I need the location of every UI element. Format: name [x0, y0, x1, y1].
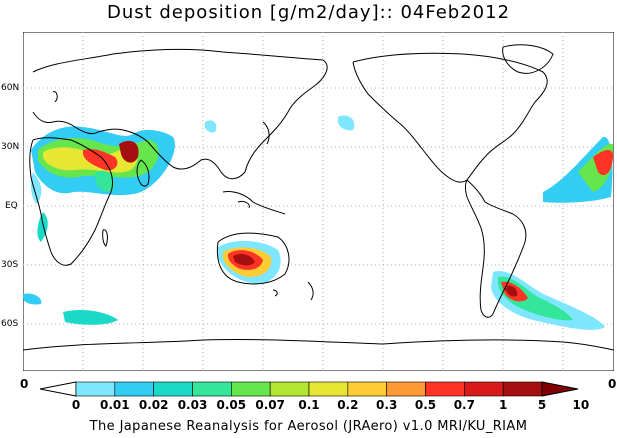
colorbar-cell-11	[464, 381, 504, 397]
lat-label-60s-text: 60S	[1, 319, 19, 329]
colorbar-cell-4	[192, 381, 232, 397]
colorbar-tick-label: 10	[572, 398, 589, 412]
colorbar-tick-label: 0.2	[337, 398, 358, 412]
footer-credit: The Japanese Reanalysis for Aerosol (JRA…	[89, 419, 528, 434]
colorbar: 0 0.01 0.02 0.03 0.05 0.07 0.1 0.2 0.3 0.5 0.7 1 5 10…	[20, 377, 616, 412]
lat-label-eq-text: EQ	[5, 201, 18, 211]
colorbar-tick-label: 5	[538, 398, 546, 412]
coastlines	[23, 44, 614, 351]
colorbar-tick-label: 0.02	[139, 398, 169, 412]
colorbar-tick-label: 0	[72, 398, 80, 412]
lat-label-30n-text: 30N	[1, 142, 20, 152]
colorbar-cell-8	[347, 381, 387, 397]
colorbar-right-end-label: 0	[608, 377, 616, 391]
colorbar-tick-label: 0.7	[454, 398, 475, 412]
colorbar-left-end-label: 0	[20, 377, 28, 391]
colorbar-tick-label: 0.01	[100, 398, 130, 412]
lat-label-60n-text: 60N	[1, 83, 20, 93]
colorbar-cell-5	[231, 381, 271, 397]
colorbar-cell-6	[269, 381, 310, 397]
colorbar-cell-2	[114, 381, 154, 397]
colorbar-tick-label: 1	[499, 398, 507, 412]
colorbar-cell-12	[502, 381, 543, 397]
colorbar-tick-label: 0.07	[255, 398, 285, 412]
colorbar-cell-1	[75, 381, 116, 397]
colorbar-tick-label: 0.3	[376, 398, 397, 412]
lat-label-column: 60N 30N EQ 30S 60S	[0, 32, 23, 371]
colorbar-tick-label: 0.05	[217, 398, 247, 412]
colorbar-tick-label: 0.5	[415, 398, 436, 412]
colorbar-cell-3	[153, 381, 193, 397]
map-title: Dust deposition [g/m2/day]:: 04Feb2012	[106, 2, 511, 23]
colorbar-cell-7	[308, 381, 349, 397]
world-map: 60N 30N EQ 30S 60S	[23, 32, 614, 371]
colorbar-cell-9	[386, 381, 426, 397]
colorbar-tick-label: 0.03	[178, 398, 208, 412]
dust-field	[23, 115, 614, 330]
colorbar-cell-13	[541, 381, 579, 397]
colorbar-cell-10	[425, 381, 465, 397]
colorbar-tick-label: 0.1	[298, 398, 319, 412]
lat-label-30s-text: 30S	[1, 260, 19, 270]
colorbar-cell-0	[39, 381, 77, 397]
